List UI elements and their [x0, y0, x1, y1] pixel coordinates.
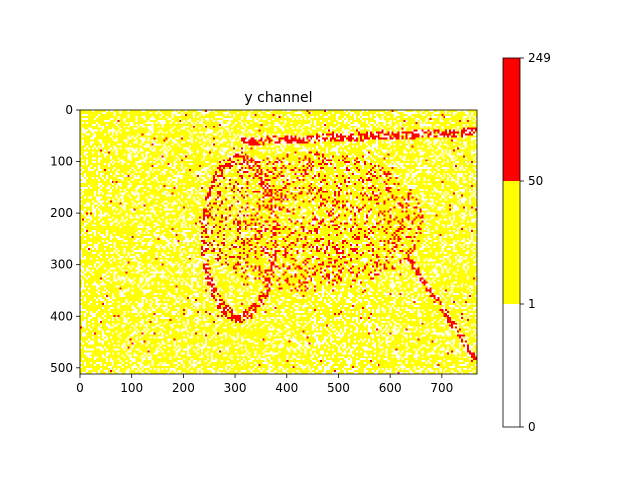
colorbar-tick-label: 50	[528, 174, 543, 188]
colorbar-tick-label: 249	[528, 51, 551, 65]
y-tick-label: 100	[50, 155, 73, 169]
x-tick-label: 200	[172, 381, 195, 395]
heatmap-image	[80, 110, 477, 374]
y-tick-label: 200	[50, 206, 73, 220]
y-tick-label: 400	[50, 309, 73, 323]
chart-title: y channel	[244, 90, 312, 106]
y-tick-label: 0	[65, 103, 73, 117]
x-tick-label: 700	[430, 381, 453, 395]
colorbar-segment	[503, 304, 520, 427]
y-tick-label: 500	[50, 361, 73, 375]
colorbar-segment	[503, 58, 520, 181]
plot-frame	[79, 109, 478, 375]
x-tick-label: 500	[327, 381, 350, 395]
x-tick-label: 100	[120, 381, 143, 395]
x-tick-label: 400	[275, 381, 298, 395]
x-tick-label: 300	[224, 381, 247, 395]
y-tick-label: 300	[50, 258, 73, 272]
colorbar-segment	[503, 181, 520, 304]
heatmap-plot	[79, 109, 478, 375]
x-tick-label: 600	[379, 381, 402, 395]
colorbar-tick-label: 1	[528, 297, 536, 311]
x-tick-label: 0	[76, 381, 84, 395]
colorbar: 0 1 50 249	[502, 51, 551, 434]
y-axis: 0 100 200 300 400 500	[50, 103, 80, 375]
colorbar-frame	[502, 57, 521, 428]
colorbar-tick-label: 0	[528, 420, 536, 434]
x-axis: 0 100 200 300 400 500 600 700	[76, 374, 453, 395]
